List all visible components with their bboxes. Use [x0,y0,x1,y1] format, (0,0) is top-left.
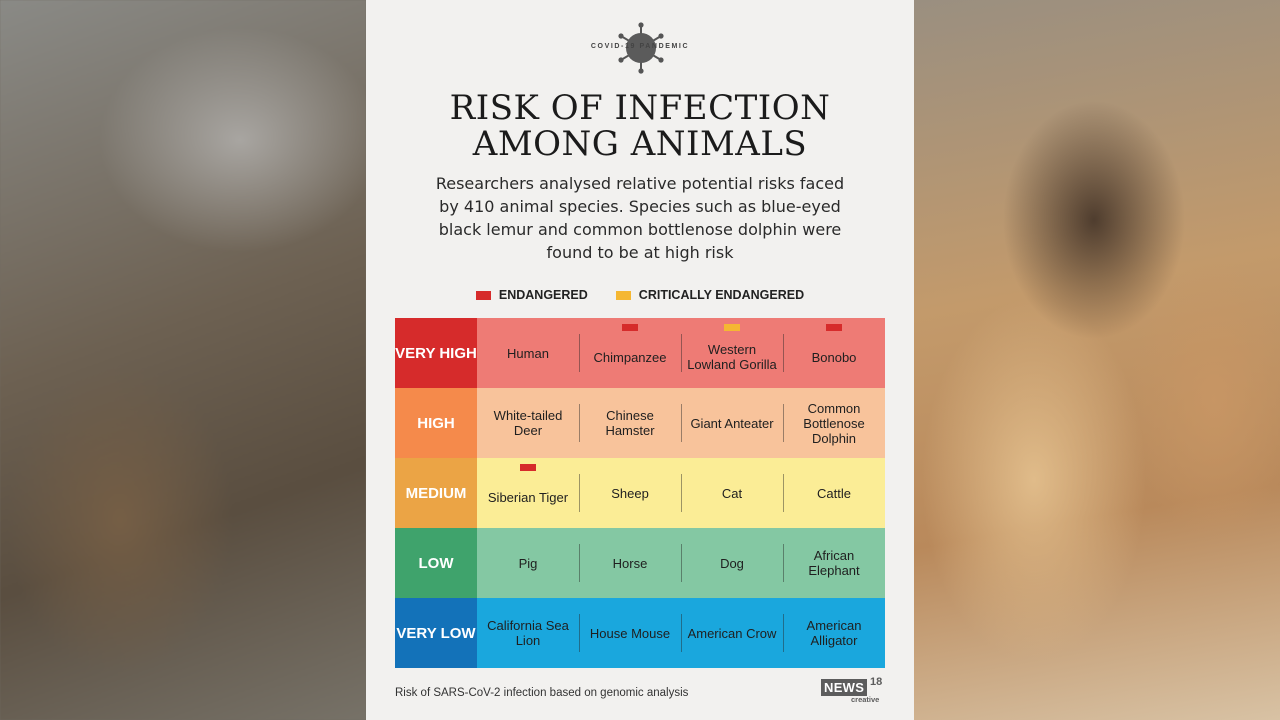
species-name: House Mouse [589,625,671,641]
species-cell: Sheep [579,458,681,528]
critically-endangered-marker [724,324,740,331]
risk-row: LOW Pig Horse Dog African Elephant [395,528,885,598]
virus-icon [618,22,664,74]
species-name: Chinese Hamster [605,408,655,438]
species-cell: Cat [681,458,783,528]
species-name: Siberian Tiger [487,489,569,505]
infographic-card: COVID-19 PANDEMIC RISK OF INFECTION AMON… [366,0,914,720]
species-name: Pig [518,555,538,571]
legend-item-critically-endangered: CRITICALLY ENDANGERED [615,288,805,302]
species-name: Sheep [611,485,649,501]
news18-logo: NEWS 18 creative [821,675,889,705]
risk-row-cells: Human Chimpanzee Western Lowland Gorilla Bo… [477,318,885,388]
species-name: Human [507,345,549,361]
species-name: Chimpanzee [593,349,667,365]
species-cell: Dog [681,528,783,598]
risk-row-cells: California Sea Lion House Mouse American C… [477,598,885,668]
species-cell: Western Lowland Gorilla [681,318,783,388]
species-cell: Pig [477,528,579,598]
species-name: Western Lowland Gorilla [687,342,777,372]
risk-row: VERY LOW California Sea Lion House Mouse Am… [395,598,885,668]
risk-level-label: MEDIUM [395,458,477,528]
footer-note: Risk of SARS-CoV-2 infection based on ge… [395,687,689,699]
page-title: RISK OF INFECTION AMONG ANIMALS [366,90,914,162]
title-line-1: RISK OF INFECTION [449,88,831,128]
species-cell: African Elephant [783,528,885,598]
logo-news: NEWS [821,679,868,696]
covid-badge: COVID-19 PANDEMIC [366,22,914,74]
risk-row-cells: Pig Horse Dog African Elephant [477,528,885,598]
species-cell: Chinese Hamster [579,388,681,458]
species-cell: Chimpanzee [579,318,681,388]
endangered-marker [622,324,638,331]
species-cell: White-tailed Deer [477,388,579,458]
logo-number: 18 [870,676,883,688]
species-cell: Bonobo [783,318,885,388]
species-name: Giant Anteater [690,415,774,431]
species-cell: American Alligator [783,598,885,668]
species-name: African Elephant [808,548,860,578]
legend: ENDANGERED CRITICALLY ENDANGERED [366,288,914,302]
endangered-marker [826,324,842,331]
species-name: Cat [721,485,743,501]
species-name: Cattle [817,485,851,501]
endangered-swatch [475,290,491,300]
species-name: Dog [720,555,744,571]
species-name: White-tailed Deer [493,408,563,438]
species-cell: American Crow [681,598,783,668]
intro-text: Researchers analysed relative potential … [435,174,845,262]
background-photo-right [914,0,1280,720]
endangered-marker [520,464,536,471]
species-cell: Cattle [783,458,885,528]
risk-table: VERY HIGH Human Chimpanzee Western Lowland … [395,318,885,668]
species-cell: Horse [579,528,681,598]
risk-row: VERY HIGH Human Chimpanzee Western Lowland … [395,318,885,388]
species-cell: California Sea Lion [477,598,579,668]
critically-endangered-swatch [615,290,631,300]
badge-label: COVID-19 PANDEMIC [590,43,690,50]
risk-level-label: VERY HIGH [395,318,477,388]
risk-row: MEDIUM Siberian Tiger Sheep Cat Cattle [395,458,885,528]
risk-row: HIGH White-tailed Deer Chinese Hamster Gian… [395,388,885,458]
species-name: Horse [612,555,648,571]
title-line-2: AMONG ANIMALS [472,124,808,164]
risk-level-label: HIGH [395,388,477,458]
background-photo-left [0,0,366,720]
species-cell: Giant Anteater [681,388,783,458]
risk-level-label: VERY LOW [395,598,477,668]
risk-level-label: LOW [395,528,477,598]
species-name: Common Bottlenose Dolphin [803,400,865,446]
species-name: American Alligator [806,618,862,648]
legend-label-critically-endangered: CRITICALLY ENDANGERED [638,288,805,302]
risk-row-cells: White-tailed Deer Chinese Hamster Giant An… [477,388,885,458]
logo-tag: creative [851,695,880,704]
species-cell: Human [477,318,579,388]
species-name: Bonobo [811,349,857,365]
legend-label-endangered: ENDANGERED [498,288,588,302]
species-cell: Siberian Tiger [477,458,579,528]
species-cell: House Mouse [579,598,681,668]
species-cell: Common Bottlenose Dolphin [783,388,885,458]
risk-row-cells: Siberian Tiger Sheep Cat Cattle [477,458,885,528]
species-name: California Sea Lion [487,618,569,648]
species-name: American Crow [687,625,777,641]
legend-item-endangered: ENDANGERED [475,288,588,302]
